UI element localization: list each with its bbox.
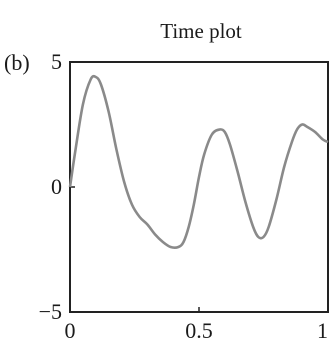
series-group bbox=[68, 74, 329, 249]
y-tick-label: 0 bbox=[51, 174, 62, 199]
x-tick-label: 1 bbox=[317, 318, 328, 343]
x-tick-label: 0 bbox=[65, 318, 76, 343]
y-tick-label: −5 bbox=[39, 299, 62, 324]
axis-ticks: 0 0.5 1−505 bbox=[39, 49, 329, 343]
y-tick-label: 5 bbox=[51, 49, 62, 74]
x-tick-label: 0.5 bbox=[185, 318, 213, 343]
series-line bbox=[68, 74, 329, 249]
panel-label: (b) bbox=[4, 50, 30, 75]
chart-title: Time plot bbox=[160, 19, 242, 43]
plot-area-frame bbox=[69, 61, 329, 313]
